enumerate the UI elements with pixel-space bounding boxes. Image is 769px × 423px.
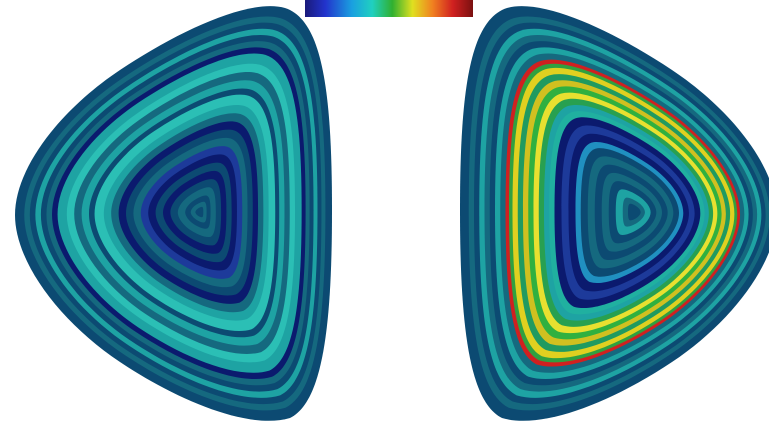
right-cross-section <box>460 6 769 421</box>
colorbar <box>305 0 473 17</box>
left-cross-section <box>15 6 332 421</box>
